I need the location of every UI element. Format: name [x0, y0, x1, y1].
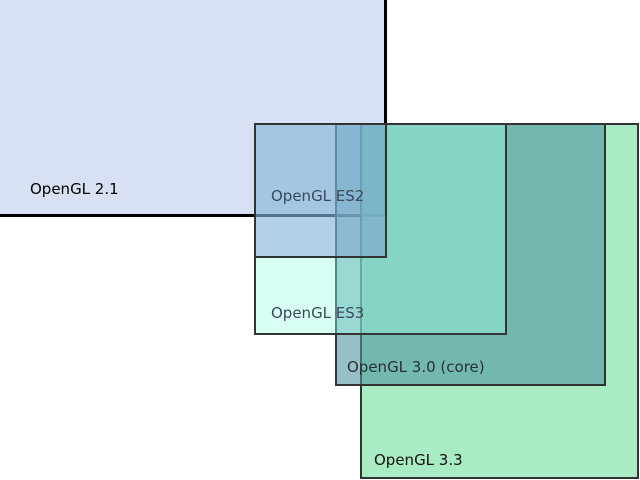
opengl-es2-region	[254, 123, 387, 258]
opengl-es3-label: OpenGL ES3	[271, 304, 365, 322]
opengl-es3-region	[254, 123, 507, 335]
opengl-2-1-region	[0, 0, 387, 217]
opengl-2-1-label: OpenGL 2.1	[30, 180, 119, 198]
opengl-es2-label: OpenGL ES2	[271, 187, 365, 205]
opengl-3-0-core-label: OpenGL 3.0 (core)	[347, 358, 485, 376]
opengl-3-3-label: OpenGL 3.3	[374, 451, 463, 469]
